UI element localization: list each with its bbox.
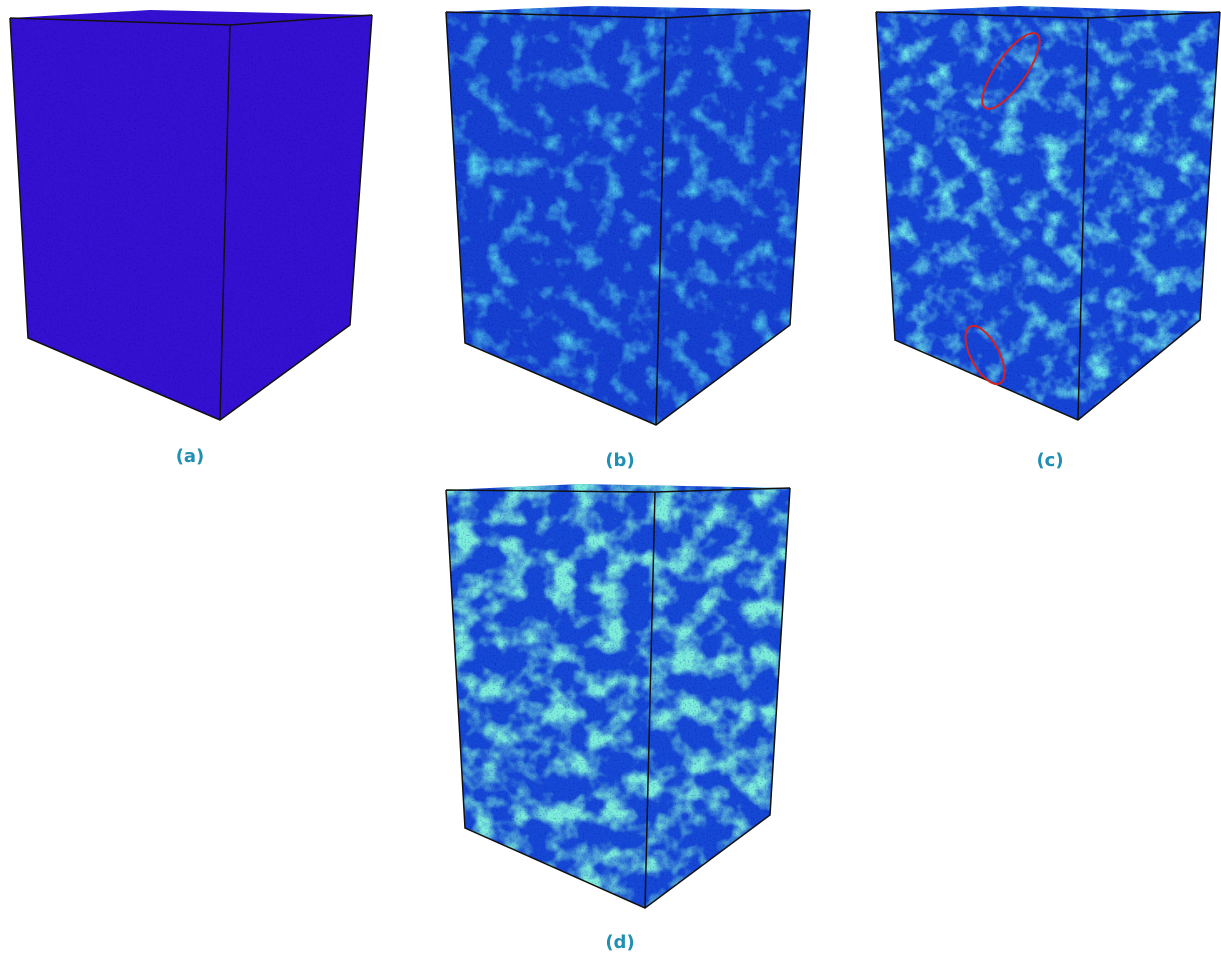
particle-box — [0, 0, 380, 430]
panel-label: (c) — [1036, 450, 1063, 471]
particle-box — [440, 0, 820, 430]
panel-label: (a) — [176, 446, 205, 467]
panel-label: (b) — [605, 450, 634, 471]
particle-box — [870, 0, 1221, 430]
particle-box — [440, 480, 800, 915]
panel-b: (b) — [440, 0, 820, 471]
figure: (a) (b) (c) (d) — [0, 0, 1221, 955]
panel-c: (c) — [870, 0, 1221, 471]
page: (a) (b) (c) (d) (() => { const data = JS… — [0, 0, 1221, 955]
panel-a: (a) — [0, 0, 380, 467]
panel-label: (d) — [605, 932, 634, 953]
panel-d: (d) — [440, 480, 800, 953]
